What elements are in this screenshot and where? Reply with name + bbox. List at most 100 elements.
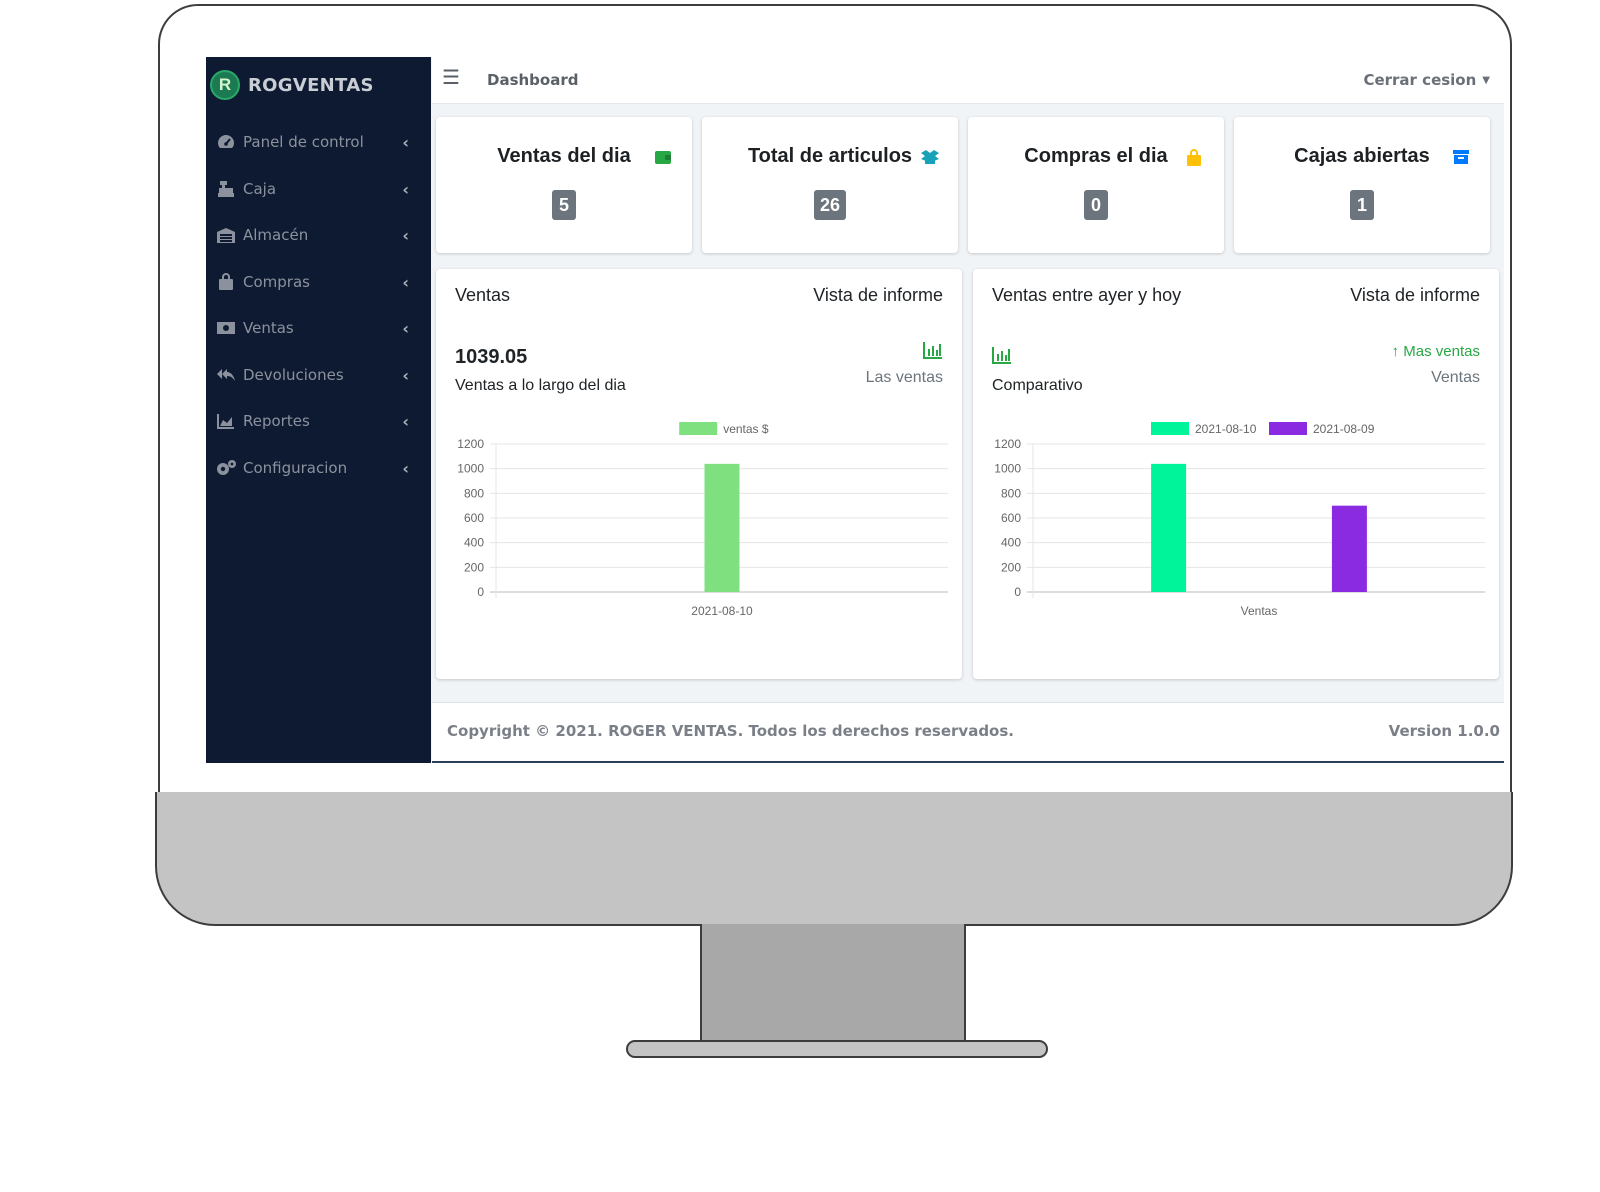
sidebar-item-configuracion[interactable]: Configuracion ‹ — [206, 445, 431, 492]
card-subtitle: Ventas a lo largo del dia — [455, 377, 626, 394]
chart-bar-icon — [923, 341, 943, 359]
chevron-left-icon: ‹ — [402, 412, 409, 431]
sidebar-menu: Panel de control ‹ Caja ‹ Almacén ‹ — [206, 119, 431, 491]
y-tick-label: 0 — [477, 585, 484, 599]
monitor-chin — [155, 792, 1513, 926]
sidebar-item-caja[interactable]: Caja ‹ — [206, 166, 431, 213]
sidebar-item-label: Configuracion — [243, 458, 348, 477]
report-view-link[interactable]: Vista de informe — [813, 285, 943, 305]
card-right-subtitle: Las ventas — [865, 369, 943, 386]
wallet-icon — [654, 149, 674, 167]
hamburger-menu-icon[interactable]: ☰ — [442, 67, 460, 89]
y-tick-label: 400 — [1001, 536, 1021, 550]
sidebar-item-label: Devoluciones — [243, 365, 344, 384]
sidebar-item-label: Caja — [243, 179, 277, 198]
legend-label: 2021-08-10 — [1195, 422, 1257, 436]
bar — [1331, 505, 1367, 592]
y-tick-label: 1000 — [994, 462, 1021, 476]
sidebar-item-ventas[interactable]: Ventas ‹ — [206, 305, 431, 352]
chevron-left-icon: ‹ — [402, 365, 409, 385]
legend-label: 2021-08-09 — [1313, 422, 1375, 436]
y-tick-label: 800 — [464, 486, 484, 500]
version-text: Version 1.0.0 — [1388, 722, 1500, 740]
card-right-subtitle: Ventas — [1431, 369, 1480, 386]
sidebar-item-reportes[interactable]: Reportes ‹ — [206, 398, 431, 445]
sidebar-item-devoluciones[interactable]: Devoluciones ‹ — [206, 352, 431, 399]
chevron-left-icon: ‹ — [402, 179, 409, 199]
sidebar-item-label: Panel de control — [243, 133, 364, 152]
stat-card-cajas-abiertas: Cajas abiertas 1 — [1234, 117, 1490, 253]
warehouse-icon — [215, 225, 237, 245]
chart-bar-icon — [992, 346, 1012, 364]
y-tick-label: 0 — [1014, 585, 1021, 599]
footer: Copyright © 2021. ROGER VENTAS. Todos lo… — [432, 702, 1504, 763]
legend-swatch — [1269, 422, 1307, 435]
sidebar-item-almacen[interactable]: Almacén ‹ — [206, 212, 431, 259]
x-tick-label: 2021-08-10 — [691, 604, 753, 618]
stat-card-ventas-del-dia: Ventas del dia 5 — [436, 117, 692, 253]
stat-title: Ventas del dia — [497, 145, 631, 167]
legend-swatch — [1151, 422, 1189, 435]
stat-card-compras-el-dia: Compras el dia 0 — [968, 117, 1224, 253]
chart-card-ventas-comparativo: Ventas entre ayer y hoy Vista de informe… — [973, 269, 1499, 679]
logout-label: Cerrar cesion — [1363, 71, 1477, 89]
y-tick-label: 1200 — [994, 437, 1021, 451]
app-screen: R ROGVENTAS Panel de control ‹ Caja ‹ — [206, 57, 1504, 763]
card-title: Ventas entre ayer y hoy — [992, 285, 1182, 305]
stat-value-badge: 0 — [1084, 190, 1108, 220]
sidebar-item-label: Compras — [243, 272, 310, 291]
stat-value-badge: 1 — [1350, 190, 1374, 220]
monitor-stand-neck — [700, 924, 966, 1042]
chevron-left-icon: ‹ — [402, 133, 409, 152]
page-title[interactable]: Dashboard — [487, 71, 579, 89]
stat-title: Total de articulos — [747, 145, 913, 167]
y-tick-label: 600 — [464, 511, 484, 525]
sidebar-item-label: Reportes — [243, 412, 310, 431]
sidebar-item-label: Ventas — [243, 319, 294, 338]
archive-icon — [1452, 149, 1472, 167]
y-tick-label: 400 — [464, 536, 484, 550]
chart-card-ventas: Ventas Vista de informe 1039.05 Ventas a… — [436, 269, 962, 679]
caret-down-icon: ▼ — [1482, 75, 1490, 86]
sales-total: 1039.05 — [455, 346, 528, 368]
y-tick-label: 800 — [1001, 486, 1021, 500]
legend-label: ventas $ — [723, 422, 769, 436]
stat-value-badge: 26 — [813, 190, 847, 220]
report-view-link[interactable]: Vista de informe — [1350, 285, 1480, 305]
legend-swatch — [679, 422, 718, 435]
main-content: ☰ Dashboard Cerrar cesion ▼ Ventas del di… — [432, 57, 1504, 763]
y-tick-label: 600 — [1001, 511, 1021, 525]
copyright-text: Copyright © 2021. ROGER VENTAS. Todos lo… — [447, 722, 1014, 740]
reply-all-icon — [215, 365, 237, 385]
chevron-left-icon: ‹ — [402, 319, 409, 338]
logout-dropdown[interactable]: Cerrar cesion ▼ — [1363, 71, 1490, 89]
sidebar-item-compras[interactable]: Compras ‹ — [206, 259, 431, 306]
sidebar: R ROGVENTAS Panel de control ‹ Caja ‹ — [206, 57, 431, 763]
boxes-icon — [920, 149, 940, 167]
monitor-stand-base — [626, 1040, 1048, 1058]
cogs-icon — [215, 458, 237, 478]
more-sales-indicator: ↑ Mas ventas — [1392, 343, 1480, 360]
more-sales-label: Mas ventas — [1403, 343, 1480, 360]
cash-register-icon — [215, 179, 237, 199]
tachometer-icon — [215, 132, 237, 152]
sidebar-item-label: Almacén — [243, 226, 309, 245]
y-tick-label: 1000 — [457, 462, 484, 476]
chart-area-icon — [215, 411, 237, 431]
arrow-up-icon: ↑ — [1391, 343, 1400, 360]
stat-title: Cajas abiertas — [1294, 145, 1430, 167]
y-tick-label: 200 — [464, 560, 484, 574]
sidebar-item-panel-de-control[interactable]: Panel de control ‹ — [206, 119, 431, 166]
bar — [704, 463, 740, 592]
bar — [1151, 463, 1187, 592]
sales-bar-chart: ventas $ 0 200 400 600 800 1000 1200 2021-08-10 — [457, 422, 948, 618]
card-subtitle: Comparativo — [992, 377, 1083, 394]
money-bill-icon — [215, 318, 237, 338]
brand-link[interactable]: R ROGVENTAS — [210, 63, 374, 107]
x-tick-label: Ventas — [1241, 604, 1278, 618]
chevron-left-icon: ‹ — [402, 226, 409, 245]
top-navbar: ☰ Dashboard Cerrar cesion ▼ — [432, 57, 1504, 104]
brand-logo: R — [210, 70, 240, 100]
stat-title: Compras el dia — [1024, 145, 1168, 167]
comparison-bar-chart: 2021-08-10 2021-08-09 0 200 400 600 800 1000 120… — [994, 422, 1485, 618]
